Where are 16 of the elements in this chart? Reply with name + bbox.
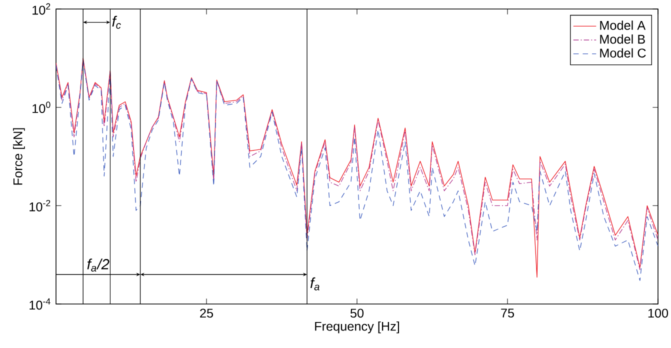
y-axis-title: Force [kN]: [13, 128, 25, 185]
ref-line-label: f$_{a}$/2: [87, 258, 110, 272]
y-tick-label: 10$^{2}$: [32, 3, 50, 15]
y-tick-label: 10$^{-4}$: [30, 298, 50, 310]
legend-label: Model B: [600, 34, 645, 44]
x-tick-label: 25: [200, 308, 214, 318]
x-tick-label: 100: [648, 308, 668, 318]
ref-line-label: f$_{c}$: [112, 16, 121, 29]
y-tick-label: 10$^{0}$: [32, 102, 50, 114]
legend-label: Model A: [600, 20, 646, 30]
x-tick-label: 50: [350, 308, 364, 318]
legend-label: Model C: [600, 48, 646, 58]
x-tick-label: 75: [501, 308, 514, 318]
ref-line-label: f$_{a}$: [310, 277, 320, 290]
y-tick-label: 10$^{-2}$: [30, 200, 50, 212]
x-axis-title: Frequency [Hz]: [315, 321, 400, 334]
